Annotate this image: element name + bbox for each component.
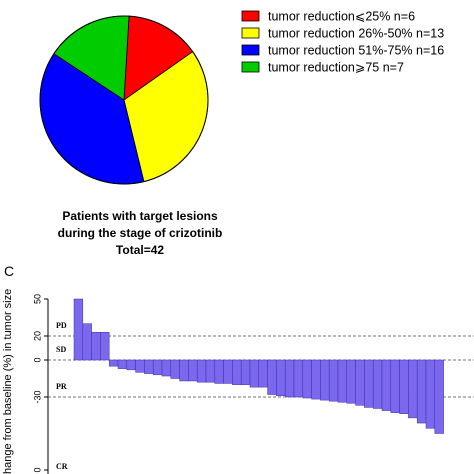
bar-5 [108,359,119,367]
panel-label: C [4,263,14,279]
y-axis-label: hange from baseline (%) in tumor size [2,289,14,474]
bar-14 [188,359,198,382]
bar-21 [249,359,260,388]
y-tick-label: 0 [32,467,42,472]
bar-1 [73,298,84,361]
bar-33 [355,359,365,406]
legend-label-3: tumor reduction 51%-75% n=16 [268,44,444,58]
bar-35 [372,359,383,409]
bar-39 [408,359,418,419]
bar-42 [434,359,444,434]
bar-32 [346,359,356,404]
reference-label-pd: PD [56,321,67,330]
bar-38 [399,359,409,414]
y-tick-label: 20 [32,331,42,341]
pie-legend: tumor reduction⩽25% n=6 tumor reduction 2… [241,10,444,75]
bar-37 [390,359,400,413]
bar-16 [205,359,216,383]
bar-6 [117,359,128,369]
bar-22 [258,359,268,388]
bar-2 [82,323,92,361]
legend-swatch-4 [241,61,260,73]
legend-label-1: tumor reduction⩽25% n=6 [268,10,415,24]
y-tick-label: 0 [32,357,42,362]
bar-29 [320,359,330,401]
bar-19 [232,359,242,385]
pie-outline [39,15,209,185]
waterfall-bars [73,298,444,434]
bar-9 [144,359,154,374]
legend-swatch-3 [241,44,260,56]
caption-line-3: Total=42 [116,243,164,257]
bar-4 [100,332,110,361]
legend-swatch-2 [241,27,260,39]
bar-12 [170,359,180,379]
legend-label-4: tumor reduction⩾75 n=7 [268,61,404,75]
bar-40 [416,359,427,424]
bar-24 [276,359,286,397]
bar-3 [91,332,101,361]
bar-36 [381,359,392,411]
reference-label-cr: CR [56,462,68,471]
bar-20 [240,359,251,385]
bar-23 [267,359,277,395]
bar-13 [179,359,189,382]
y-axis-ticks: 50 20 0 -30 0 [32,294,48,473]
reference-label-pr: PR [56,382,67,391]
bar-25 [284,359,295,398]
bar-34 [364,359,374,408]
legend-swatch-1 [241,10,260,22]
bar-10 [152,359,163,376]
bar-27 [302,359,312,399]
bar-28 [311,359,321,400]
bar-11 [161,359,172,377]
caption-line-2: during the stage of crizotinib [58,226,223,240]
caption-line-1: Patients with target lesions [62,209,218,223]
y-tick-label: 50 [32,294,42,304]
reference-label-sd: SD [56,345,66,354]
bar-26 [293,359,304,398]
bar-18 [223,359,233,384]
y-tick-label: -30 [32,390,42,403]
pie-chart [39,15,209,185]
bar-17 [214,359,224,384]
bar-31 [337,359,348,403]
legend-label-2: tumor reduction 26%-50% n=13 [268,27,444,41]
bar-8 [135,359,145,373]
bar-7 [126,359,136,371]
bar-30 [328,359,339,402]
bar-15 [196,359,207,383]
bar-41 [425,359,436,429]
